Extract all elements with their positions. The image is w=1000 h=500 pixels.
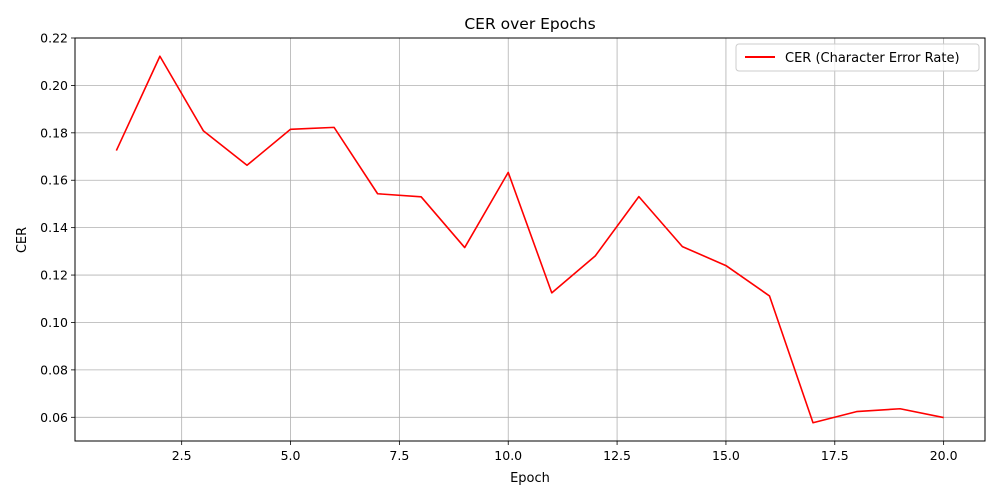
y-axis-label: CER — [15, 227, 30, 253]
legend-box — [735, 43, 980, 72]
x-tick-label: 7.5 — [389, 448, 409, 463]
x-tick-label: 20.0 — [930, 448, 958, 463]
y-tick-label: 0.12 — [40, 268, 68, 283]
chart-title: CER over Epochs — [464, 15, 595, 33]
y-tick-label: 0.10 — [40, 315, 68, 330]
y-tick-label: 0.08 — [40, 362, 68, 377]
x-tick-label: 10.0 — [494, 448, 522, 463]
y-tick-label: 0.06 — [40, 410, 68, 425]
legend-label: CER (Character Error Rate) — [785, 51, 960, 66]
legend: CER (Character Error Rate) — [735, 43, 980, 72]
x-tick-label: 12.5 — [603, 448, 631, 463]
y-tick-label: 0.20 — [40, 78, 68, 93]
y-tick-label: 0.14 — [40, 220, 68, 235]
grid-lines — [75, 37, 985, 441]
x-tick-label: 17.5 — [821, 448, 849, 463]
x-axis-ticks: 2.5 5.0 7.5 10.0 12.5 15.0 17.5 20.0 — [172, 441, 958, 463]
plot-area-frame — [74, 37, 986, 442]
y-tick-label: 0.22 — [40, 31, 68, 46]
y-axis-ticks: 0.06 0.08 0.10 0.12 0.14 0.16 0.18 0.20 0.22 — [40, 31, 75, 425]
y-tick-label: 0.16 — [40, 173, 68, 188]
x-axis-label: Epoch — [510, 471, 550, 486]
x-tick-label: 5.0 — [281, 448, 301, 463]
y-tick-label: 0.18 — [40, 125, 68, 140]
x-tick-label: 2.5 — [172, 448, 192, 463]
x-tick-label: 15.0 — [712, 448, 740, 463]
series-line-cer — [115, 55, 944, 424]
series-lines — [115, 55, 944, 424]
